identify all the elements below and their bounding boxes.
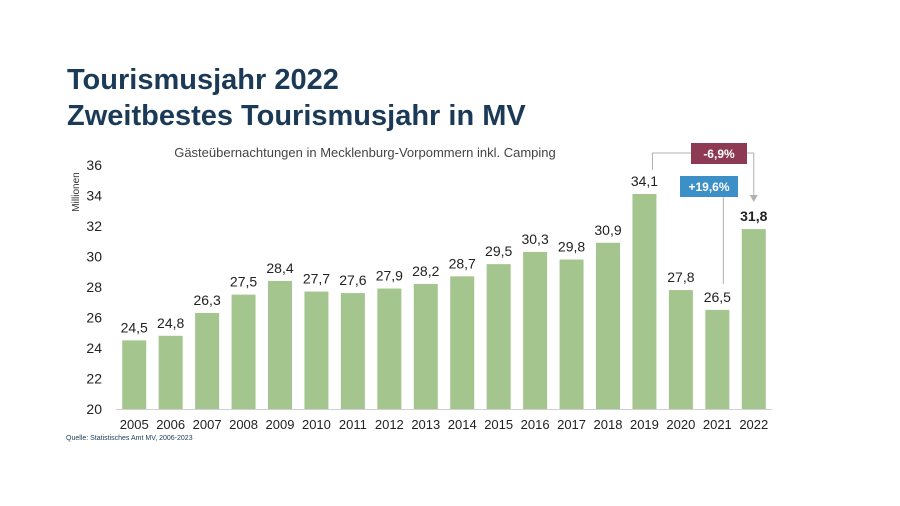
- value-label-2008: 27,5: [230, 274, 257, 290]
- value-label-2022: 31,8: [740, 208, 767, 224]
- x-tick-label: 2009: [266, 417, 295, 432]
- x-tick-label: 2021: [703, 417, 732, 432]
- x-tick-label: 2008: [229, 417, 258, 432]
- bar-2007: [195, 312, 220, 409]
- bar-2022: [741, 229, 766, 409]
- y-tick-label: 20: [86, 401, 102, 417]
- bar-2009: [268, 280, 292, 409]
- value-label-2011: 27,6: [339, 272, 366, 288]
- y-tick-label: 26: [86, 310, 102, 326]
- value-label-2013: 28,2: [412, 263, 439, 279]
- y-axis-label: Millionen: [71, 172, 82, 211]
- value-label-2012: 27,9: [376, 268, 403, 284]
- badge-increase: [680, 176, 738, 197]
- bar-2018: [596, 242, 620, 409]
- x-tick-label: 2005: [120, 417, 149, 432]
- x-tick-label: 2006: [156, 417, 185, 432]
- source-note: Quelle: Statistisches Amt MV, 2006-2023: [66, 435, 193, 442]
- y-tick-label: 32: [86, 218, 102, 234]
- bar-2008: [231, 294, 256, 409]
- x-tick-label: 2013: [411, 417, 440, 432]
- y-tick-label: 24: [86, 340, 102, 356]
- value-label-2019: 34,1: [631, 173, 658, 189]
- bar-2006: [158, 335, 183, 409]
- value-label-2010: 27,7: [303, 271, 330, 287]
- value-label-2018: 30,9: [594, 222, 621, 238]
- value-label-2020: 27,8: [667, 269, 694, 285]
- x-tick-label: 2012: [375, 417, 404, 432]
- value-label-2015: 29,5: [485, 243, 512, 259]
- x-tick-label: 2017: [557, 417, 586, 432]
- bar-2019: [632, 193, 657, 409]
- chart-title: Gästeübernachtungen in Mecklenburg-Vorpo…: [174, 145, 556, 160]
- y-tick-label: 30: [86, 249, 102, 265]
- arrow-head: [749, 195, 758, 203]
- x-tick-label: 2020: [666, 417, 695, 432]
- x-tick-label: 2022: [739, 417, 768, 432]
- badge-decrease: [691, 143, 747, 164]
- bar-2017: [559, 259, 584, 409]
- x-tick-label: 2018: [594, 417, 623, 432]
- page-title: Tourismusjahr 2022: [67, 64, 339, 96]
- badge-increase-label: +19,6%: [688, 180, 729, 194]
- bar-2012: [377, 288, 402, 409]
- x-axis: 2005 2006 2007 2008 2009 2010 2011 2012 2013 2014…: [120, 417, 768, 432]
- bar-2014: [450, 276, 475, 409]
- bar-2013: [413, 283, 438, 409]
- value-label-2014: 28,7: [449, 255, 476, 271]
- value-label-2021: 26,5: [704, 289, 731, 305]
- value-label-2009: 28,4: [266, 260, 293, 276]
- bars: [122, 193, 766, 409]
- x-tick-label: 2015: [484, 417, 513, 432]
- bar-2005: [122, 340, 147, 409]
- value-label-2007: 26,3: [193, 292, 220, 308]
- x-tick-label: 2010: [302, 417, 331, 432]
- value-label-2017: 29,8: [558, 239, 585, 255]
- bar-2010: [304, 291, 329, 409]
- annotations: -6,9% +19,6%: [651, 143, 758, 284]
- y-tick-label: 28: [86, 279, 102, 295]
- y-tick-label: 22: [86, 371, 102, 387]
- y-tick-label: 36: [86, 157, 102, 173]
- bar-2016: [523, 251, 548, 409]
- value-labels: 24,5 24,8 26,3 27,5 28,4 27,7 27,6 27,9 28,2 28,7…: [121, 173, 768, 335]
- x-tick-label: 2011: [339, 417, 367, 432]
- x-tick-label: 2014: [448, 417, 477, 432]
- bar-2011: [340, 293, 365, 409]
- value-label-2006: 24,8: [157, 315, 184, 331]
- value-label-2016: 30,3: [521, 231, 548, 247]
- badge-decrease-label: -6,9%: [703, 147, 735, 161]
- x-tick-label: 2007: [193, 417, 222, 432]
- bar-2015: [486, 264, 511, 409]
- x-tick-label: 2019: [630, 417, 659, 432]
- y-axis: 20 22 24 26 28 30 32 34 36: [86, 157, 102, 417]
- page-subtitle: Zweitbestes Tourismusjahr in MV: [67, 100, 526, 132]
- y-tick-label: 34: [86, 188, 102, 204]
- value-label-2005: 24,5: [121, 319, 148, 335]
- bar-2021: [705, 309, 730, 409]
- bar-2020: [668, 290, 693, 409]
- x-tick-label: 2016: [521, 417, 550, 432]
